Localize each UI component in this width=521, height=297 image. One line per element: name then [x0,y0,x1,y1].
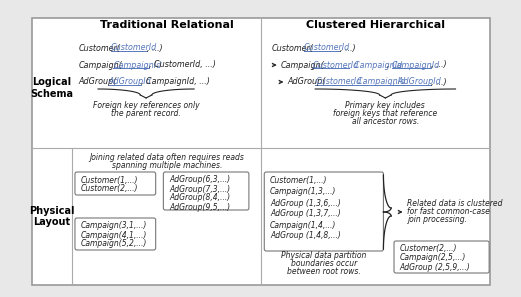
Text: Campaign(4,1,...): Campaign(4,1,...) [81,230,147,239]
Text: all ancestor rows.: all ancestor rows. [352,118,419,127]
Text: CustomerId: CustomerId [312,61,358,69]
Text: AdGroup(7,3,...): AdGroup(7,3,...) [169,184,230,194]
Text: join processing.: join processing. [407,216,467,225]
Text: , ...): , ...) [147,43,163,53]
Text: CustomerId: CustomerId [315,78,362,86]
Text: Primary key includes: Primary key includes [345,102,425,110]
Text: Traditional Relational: Traditional Relational [100,20,233,30]
Text: Related data is clustered: Related data is clustered [407,200,503,208]
Text: AdGroupId: AdGroupId [108,78,151,86]
FancyBboxPatch shape [75,218,156,250]
Text: , ...): , ...) [430,61,446,69]
Text: Campaign(1,4,...): Campaign(1,4,...) [270,220,337,230]
Text: spanning multiple machines.: spanning multiple machines. [111,160,222,170]
Text: the parent record.: the parent record. [111,110,181,119]
Text: Customer(1,...): Customer(1,...) [81,176,138,184]
Text: Customer(: Customer( [272,43,314,53]
Text: Clustered Hierarchical: Clustered Hierarchical [306,20,445,30]
Text: AdGroup(: AdGroup( [288,78,326,86]
Text: AdGroup (1,3,6,...): AdGroup (1,3,6,...) [270,198,341,208]
Text: foreign keys that reference: foreign keys that reference [333,110,438,119]
Bar [32,18,490,285]
Text: Campaign(: Campaign( [79,61,122,69]
FancyBboxPatch shape [164,172,249,210]
Text: , CampaignId: , CampaignId [352,78,405,86]
Text: between root rows.: between root rows. [287,268,361,277]
Text: CampaignId: CampaignId [114,61,162,69]
Text: CampaignId: CampaignId [392,61,440,69]
Text: Logical
Schema: Logical Schema [30,77,73,99]
FancyBboxPatch shape [394,241,489,273]
Text: ,: , [387,61,392,69]
Text: Foreign key references only: Foreign key references only [93,102,200,110]
Text: , CampaignId: , CampaignId [349,61,402,69]
Text: Customer(1,...): Customer(1,...) [270,176,328,186]
Text: CustomerId: CustomerId [110,43,157,53]
Text: Campaign(1,3,...): Campaign(1,3,...) [270,187,337,197]
Text: AdGroup(8,4,...): AdGroup(8,4,...) [169,194,230,203]
FancyBboxPatch shape [75,172,156,195]
Text: Customer(2,...): Customer(2,...) [400,244,457,254]
Text: , ...): , ...) [431,78,447,86]
Text: AdGroup(6,3,...): AdGroup(6,3,...) [169,176,230,184]
Text: AdGroup(: AdGroup( [79,78,117,86]
Text: Physical
Layout: Physical Layout [29,206,75,227]
Text: , ...): , ...) [340,43,356,53]
Text: for fast common-case: for fast common-case [407,208,490,217]
Text: AdGroup (2,5,9,...): AdGroup (2,5,9,...) [400,263,470,271]
Text: , AdGroupId: , AdGroupId [393,78,441,86]
Text: , CustomerId, ...): , CustomerId, ...) [149,61,216,69]
Text: Campaign(3,1,...): Campaign(3,1,...) [81,222,147,230]
Text: boundaries occur: boundaries occur [291,260,357,268]
Text: Campaign(: Campaign( [281,61,325,69]
Text: AdGroup(9,5,...): AdGroup(9,5,...) [169,203,230,211]
Text: AdGroup (1,4,8,...): AdGroup (1,4,8,...) [270,231,341,241]
Text: Campaign(5,2,...): Campaign(5,2,...) [81,239,147,249]
FancyBboxPatch shape [264,172,383,251]
Text: Physical data partition: Physical data partition [281,252,367,260]
Text: Joining related data often requires reads: Joining related data often requires read… [89,152,244,162]
Text: AdGroup (1,3,7,...): AdGroup (1,3,7,...) [270,209,341,219]
Text: , CampaignId, ...): , CampaignId, ...) [141,78,210,86]
Text: Customer(: Customer( [79,43,121,53]
Text: Customer(2,...): Customer(2,...) [81,184,138,192]
Text: Campaign(2,5,...): Campaign(2,5,...) [400,254,466,263]
Text: CustomerId: CustomerId [304,43,350,53]
